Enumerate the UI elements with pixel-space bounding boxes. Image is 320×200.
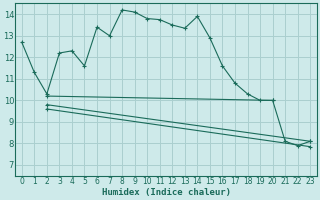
X-axis label: Humidex (Indice chaleur): Humidex (Indice chaleur) [101, 188, 230, 197]
